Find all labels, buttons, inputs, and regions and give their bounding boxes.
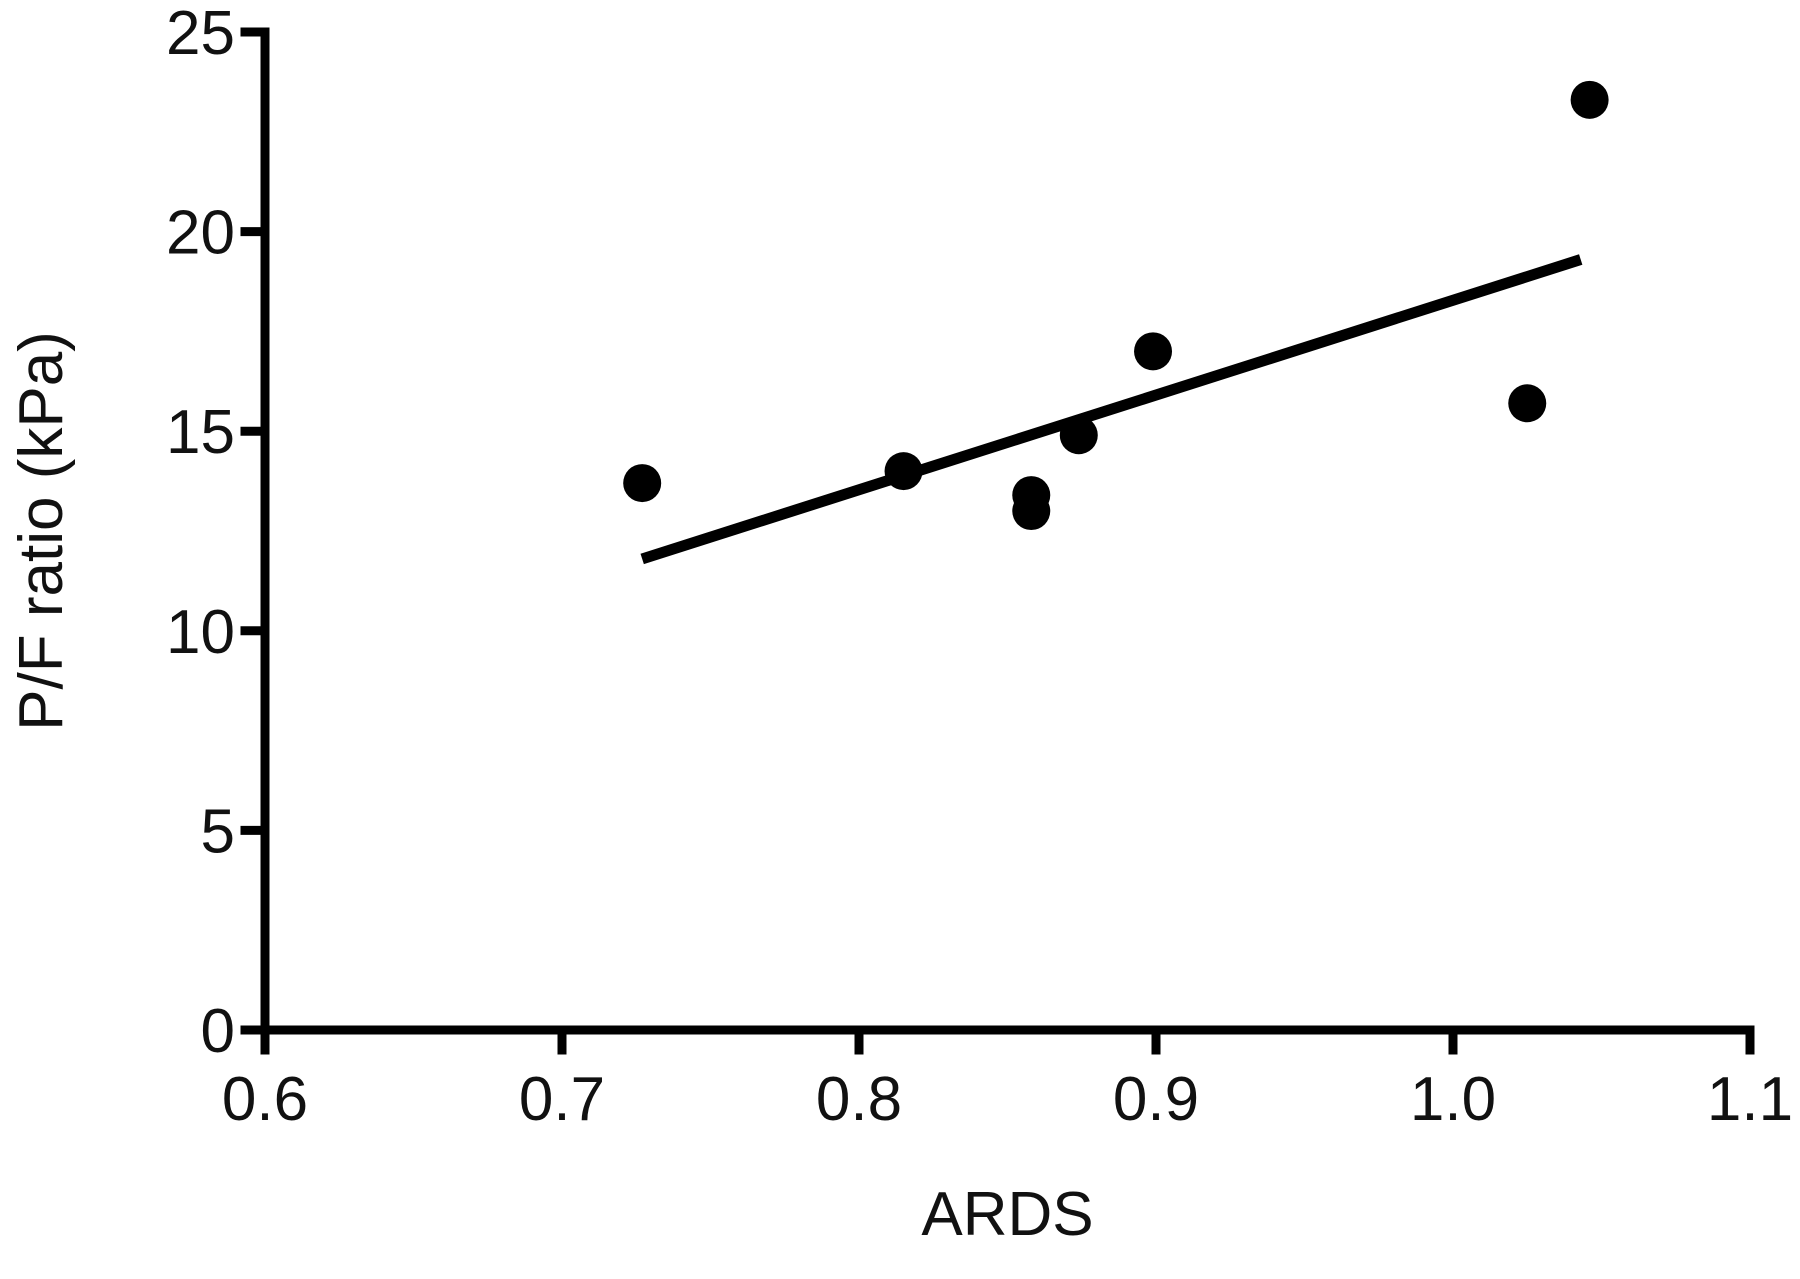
y-tick-label: 0 bbox=[201, 997, 235, 1066]
data-points bbox=[623, 80, 1609, 531]
x-tick-label: 0.9 bbox=[1113, 1065, 1199, 1134]
x-axis-title: ARDS bbox=[921, 1180, 1093, 1249]
x-tick-label: 0.6 bbox=[222, 1065, 308, 1134]
y-tick-label: 25 bbox=[166, 0, 235, 68]
axes: 0 5 10 15 20 25 0.6 0.7 0.8 0.9 1.0 1.1 bbox=[166, 0, 1793, 1134]
data-point bbox=[884, 452, 923, 491]
data-point bbox=[623, 464, 662, 503]
y-tick-label: 15 bbox=[166, 398, 235, 467]
data-point bbox=[1059, 416, 1098, 455]
data-point bbox=[1134, 332, 1173, 371]
x-tick-label: 0.7 bbox=[519, 1065, 605, 1134]
y-axis-title: P/F ratio (kPa) bbox=[7, 331, 76, 731]
x-tick-label: 1.0 bbox=[1410, 1065, 1496, 1134]
y-tick-label: 20 bbox=[166, 199, 235, 268]
regression-line-group bbox=[640, 254, 1583, 565]
data-point bbox=[1508, 384, 1547, 423]
x-tick-label: 0.8 bbox=[816, 1065, 902, 1134]
data-point bbox=[1012, 492, 1051, 531]
data-point bbox=[1570, 80, 1609, 119]
regression-line bbox=[640, 254, 1583, 565]
x-tick-label: 1.1 bbox=[1707, 1065, 1793, 1134]
y-tick-label: 10 bbox=[166, 598, 235, 667]
y-tick-label: 5 bbox=[201, 797, 235, 866]
